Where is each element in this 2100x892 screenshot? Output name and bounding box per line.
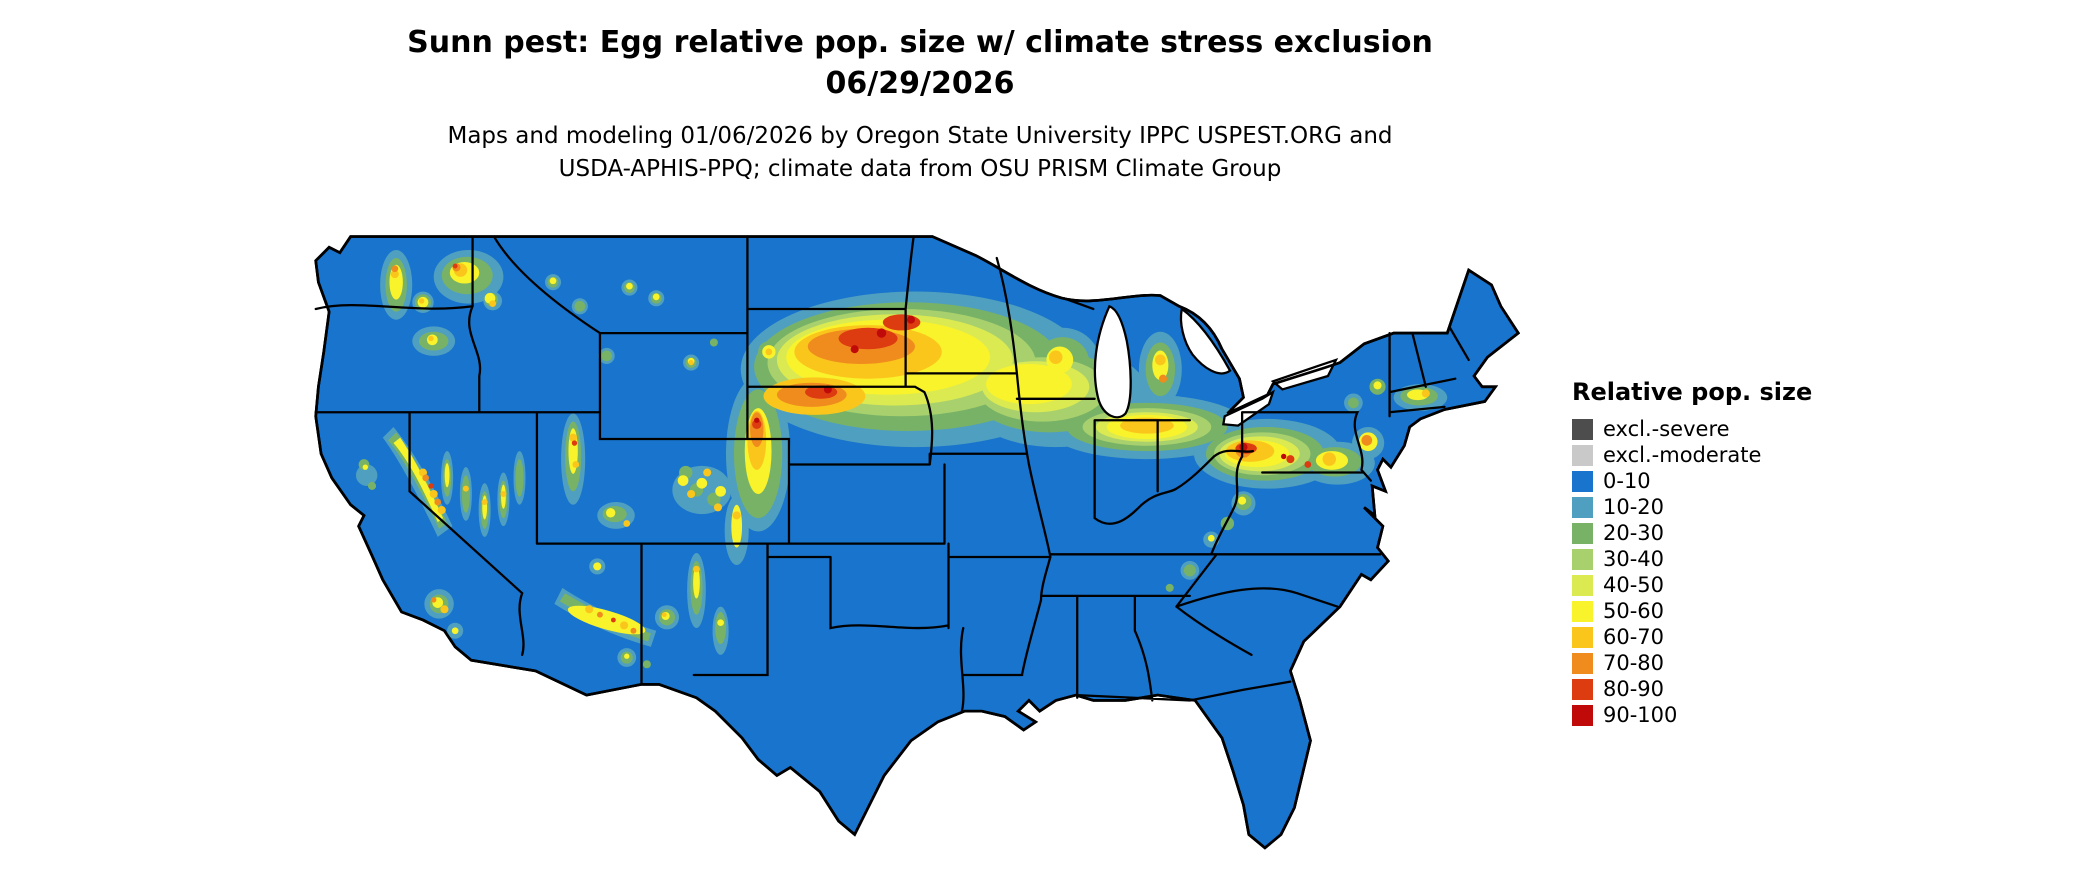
lake-huron — [1179, 307, 1232, 375]
legend-swatch — [1572, 600, 1593, 622]
legend-label: excl.-severe — [1603, 417, 1730, 441]
legend-item: 80-90 — [1572, 676, 1812, 702]
legend-item: 60-70 — [1572, 624, 1812, 650]
legend-label: 10-20 — [1603, 495, 1665, 519]
legend-item: 90-100 — [1572, 702, 1812, 728]
legend-swatch — [1572, 548, 1593, 570]
legend-title: Relative pop. size — [1572, 378, 1813, 406]
map-header: Sunn pest: Egg relative pop. size w/ cli… — [0, 22, 1840, 186]
us-map — [305, 228, 1525, 886]
legend-item: 10-20 — [1572, 494, 1812, 520]
legend-label: excl.-moderate — [1603, 443, 1762, 467]
legend-swatch — [1572, 704, 1593, 726]
legend-swatch — [1572, 678, 1593, 700]
state-boundaries — [314, 235, 1470, 713]
legend-swatch — [1572, 522, 1593, 544]
legend-label: 80-90 — [1603, 677, 1665, 701]
credit-line1: Maps and modeling 01/06/2026 by Oregon S… — [447, 123, 1393, 149]
national-outline — [314, 235, 1521, 850]
legend-swatch — [1572, 574, 1593, 596]
map-title-date: 06/29/2026 — [825, 66, 1015, 101]
legend-swatch — [1572, 444, 1593, 466]
map-title-line1: Sunn pest: Egg relative pop. size w/ cli… — [407, 25, 1433, 60]
lake-michigan — [1093, 304, 1132, 419]
legend: Relative pop. size excl.-severe excl.-mo… — [1572, 378, 1812, 728]
legend-label: 50-60 — [1603, 599, 1665, 623]
lake-erie — [1222, 389, 1276, 427]
legend-label: 60-70 — [1603, 625, 1665, 649]
legend-label: 40-50 — [1603, 573, 1665, 597]
legend-item: 70-80 — [1572, 650, 1812, 676]
legend-item: 20-30 — [1572, 520, 1812, 546]
legend-swatch — [1572, 470, 1593, 492]
legend-swatch — [1572, 652, 1593, 674]
legend-label: 30-40 — [1603, 547, 1665, 571]
legend-label: 0-10 — [1603, 469, 1651, 493]
legend-item: 50-60 — [1572, 598, 1812, 624]
legend-item: excl.-severe — [1572, 416, 1812, 442]
legend-label: 20-30 — [1603, 521, 1665, 545]
legend-item: 0-10 — [1572, 468, 1812, 494]
map-credits: Maps and modeling 01/06/2026 by Oregon S… — [0, 120, 1840, 186]
population-hotspots — [355, 249, 1448, 669]
legend-label: 90-100 — [1603, 703, 1678, 727]
us-map-svg — [314, 235, 1521, 850]
legend-label: 70-80 — [1603, 651, 1665, 675]
legend-item: 40-50 — [1572, 572, 1812, 598]
legend-swatch — [1572, 418, 1593, 440]
great-lakes — [1093, 304, 1339, 427]
credit-line2: USDA-APHIS-PPQ; climate data from OSU PR… — [558, 156, 1282, 182]
legend-swatch — [1572, 496, 1593, 518]
legend-item: 30-40 — [1572, 546, 1812, 572]
legend-item: excl.-moderate — [1572, 442, 1812, 468]
legend-swatch — [1572, 626, 1593, 648]
